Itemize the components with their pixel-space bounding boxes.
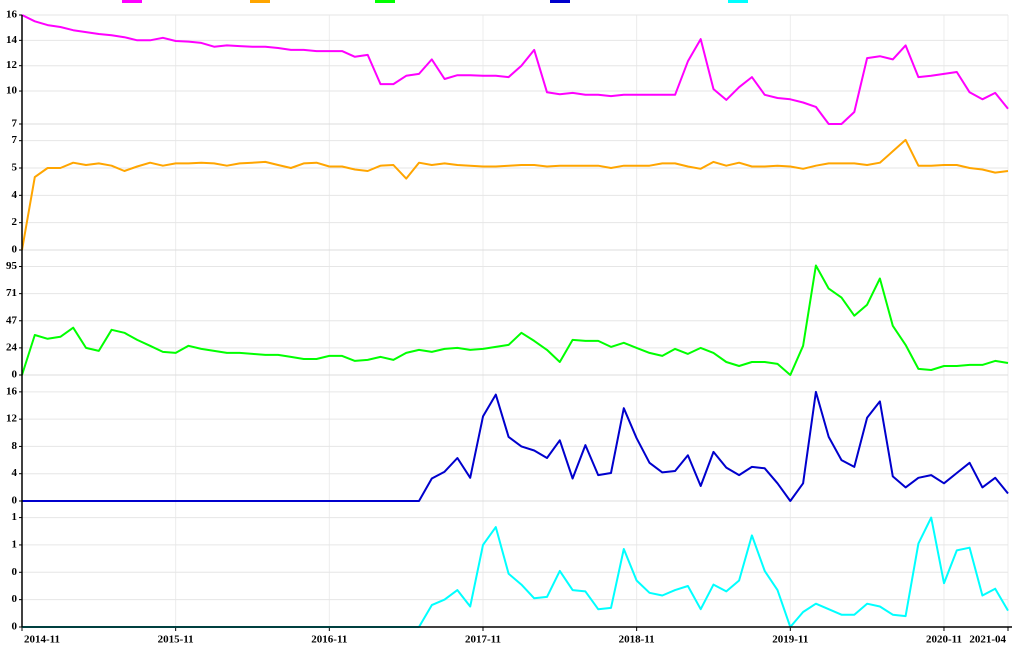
y-tick-label: 0 [12, 621, 18, 633]
x-tick-label: 2020-11 [926, 634, 962, 646]
series-line [21, 14, 1009, 125]
x-tick-label: 2017-11 [465, 634, 501, 646]
y-tick-label: 0 [12, 495, 18, 507]
x-tick-label: 2018-11 [619, 634, 655, 646]
y-tick-label: 0 [12, 566, 18, 578]
y-tick-label: 10 [6, 85, 18, 97]
x-tick-label: 2015-11 [158, 634, 194, 646]
y-tick-label: 95 [6, 260, 18, 272]
y-tick-label: 12 [6, 413, 18, 425]
y-tick-label: 1 [12, 538, 18, 550]
y-tick-label: 7 [12, 134, 18, 146]
series-line [21, 264, 1009, 376]
y-tick-label: 5 [12, 162, 18, 174]
y-tick-label: 4 [12, 467, 18, 479]
y-tick-label: 1 [12, 511, 18, 523]
y-tick-label: 0 [12, 244, 18, 256]
y-tick-label: 2 [12, 216, 18, 228]
y-tick-label: 0 [12, 593, 18, 605]
x-tick-label: 2019-11 [772, 634, 808, 646]
y-tick-label: 8 [12, 440, 18, 452]
y-tick-label: 12 [6, 59, 18, 71]
y-tick-label: 7 [12, 118, 18, 130]
series-line [21, 138, 1009, 251]
y-tick-label: 0 [12, 369, 18, 381]
series-line [22, 390, 1009, 502]
x-tick-label: 2021-04 [969, 634, 1006, 646]
y-tick-label: 71 [6, 287, 17, 299]
x-tick-label: 2016-11 [311, 634, 347, 646]
y-tick-label: 24 [6, 341, 18, 353]
y-tick-label: 4 [12, 189, 18, 201]
y-tick-label: 16 [6, 385, 18, 397]
y-tick-label: 47 [6, 314, 18, 326]
x-tick-label: 2014-11 [24, 634, 60, 646]
y-tick-label: 16 [6, 9, 18, 21]
y-tick-label: 14 [6, 34, 18, 46]
